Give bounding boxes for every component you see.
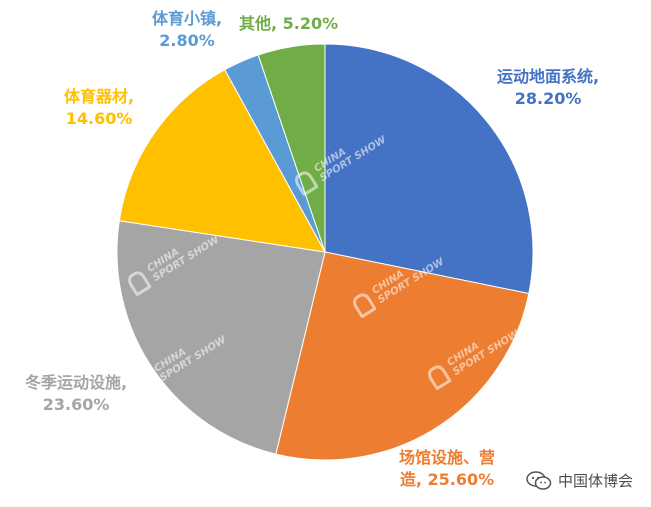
pie-slice-其他 xyxy=(257,43,326,253)
pie-slice-场馆设施、营造 xyxy=(275,251,530,461)
slice-label-场馆设施营造: 场馆设施、营 造, 25.60% xyxy=(399,448,496,489)
slice-label-其他: 其他, 5.20% xyxy=(239,14,339,33)
pie-slice-体育器材 xyxy=(118,69,326,253)
slice-label-体育小镇: 体育小镇, 2.80% xyxy=(152,9,223,50)
footer-account-name: 中国体博会 xyxy=(557,472,633,490)
pie-slice-冬季运动设施 xyxy=(116,220,326,455)
footer-account: 中国体博会 xyxy=(526,470,633,491)
slice-label-冬季运动设施: 冬季运动设施, 23.60% xyxy=(25,373,128,414)
slice-label-体育器材: 体育器材, 14.60% xyxy=(64,87,135,128)
wechat-icon xyxy=(526,470,552,490)
pie-slice-运动地面系统 xyxy=(324,43,534,295)
slice-label-运动地面系统: 运动地面系统, 28.20% xyxy=(497,67,600,108)
